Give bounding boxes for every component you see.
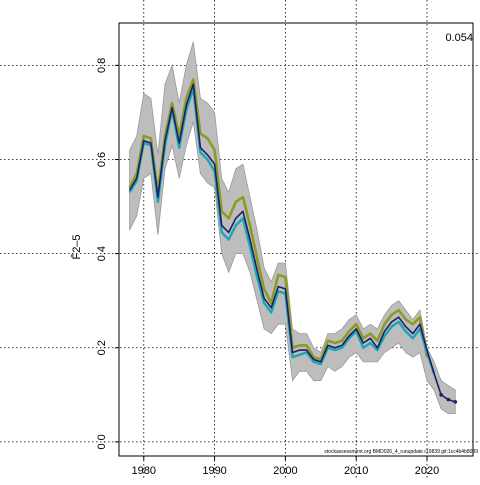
y-tick-label: 0.6 <box>96 152 108 167</box>
x-tick-label: 2020 <box>415 465 439 477</box>
series-point-navy <box>439 393 443 397</box>
x-tick-label: 2010 <box>344 465 368 477</box>
axis-layer: 1980 1990 2000 2010 2020 0.0 0.2 0.4 0.6 0.8 <box>96 58 439 477</box>
x-tick-label: 1980 <box>132 465 156 477</box>
confidence-band <box>129 41 456 414</box>
series-line-olive <box>128 78 429 361</box>
y-tick-label: 0.0 <box>96 434 108 449</box>
source-watermark: stockassessment.org BMD026_4_runupdate r… <box>324 449 478 455</box>
y-tick-label: 0.8 <box>96 58 108 73</box>
y-tick-label: 0.4 <box>96 246 108 261</box>
series-point-navy <box>453 400 458 404</box>
x-tick-label: 2000 <box>273 465 297 477</box>
y-axis-label: F̄2–5 <box>70 234 83 259</box>
y-tick-label: 0.2 <box>96 340 108 355</box>
series-layer <box>128 78 458 404</box>
series-line-teal <box>128 87 436 374</box>
x-tick-label: 1990 <box>202 465 226 477</box>
corner-value: 0.054 <box>445 32 473 44</box>
series-line-navy <box>128 83 456 403</box>
plot-frame <box>118 22 474 457</box>
series-point-navy <box>446 397 451 402</box>
confidence-band-layer <box>129 41 456 414</box>
